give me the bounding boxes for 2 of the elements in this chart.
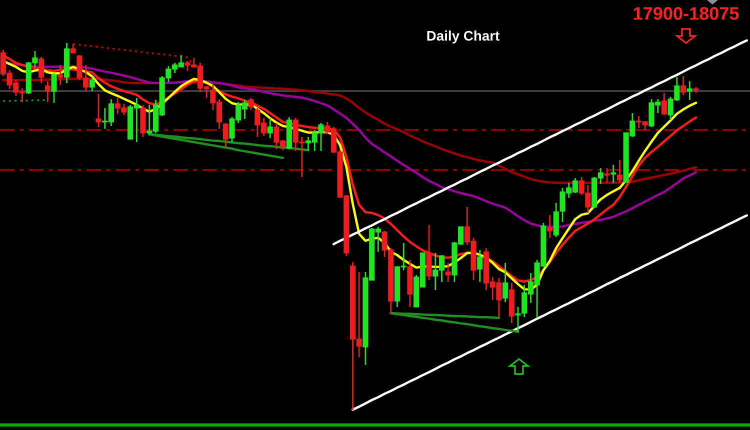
text: 17900-18075	[634, 7, 739, 20]
chart-title: Daily Chart	[427, 30, 500, 44]
